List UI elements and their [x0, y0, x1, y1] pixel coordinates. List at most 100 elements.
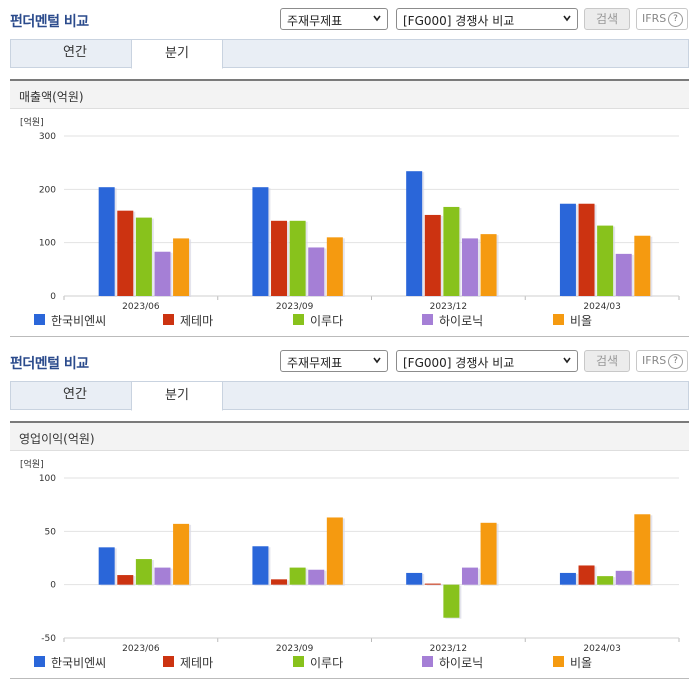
bar[interactable] [135, 217, 152, 296]
bar[interactable] [308, 247, 325, 296]
bar[interactable] [117, 210, 134, 296]
panel-header: 펀더멘털 비교 주재무제표 [FG000] 경쟁사 비교 검색 IFRS ? [0, 0, 696, 32]
legend-swatch [293, 656, 304, 667]
tab-quarterly[interactable]: 분기 [131, 381, 223, 411]
bar[interactable] [289, 220, 306, 296]
compare-select[interactable]: [FG000] 경쟁사 비교 [396, 8, 578, 30]
tab-annual[interactable]: 연간 [63, 45, 87, 60]
legend-label: 제테마 [180, 314, 214, 328]
chevron-down-icon [373, 357, 381, 364]
chevron-down-icon [563, 15, 571, 22]
bar[interactable] [135, 559, 152, 585]
bar-shadow [426, 584, 443, 586]
ifrs-button[interactable]: IFRS ? [636, 8, 688, 30]
y-tick-label: 300 [39, 132, 56, 142]
x-tick-label: 2023/09 [276, 644, 314, 652]
chart-heading: 매출액(억원) [19, 90, 84, 104]
chart-legend: 한국비엔씨 제테마 이루다 하이로닉 비올 [0, 654, 696, 674]
bar[interactable] [173, 523, 190, 585]
bar[interactable] [461, 567, 478, 585]
statement-select[interactable]: 주재무제표 [280, 350, 388, 372]
panel-title: 펀더멘털 비교 [10, 356, 89, 372]
x-tick-label: 2023/12 [430, 644, 467, 652]
y-tick-label: 100 [39, 239, 56, 249]
statement-select[interactable]: 주재무제표 [280, 8, 388, 30]
legend-swatch [34, 656, 45, 667]
bar[interactable] [559, 203, 576, 296]
bar[interactable] [480, 522, 497, 585]
ifrs-button[interactable]: IFRS ? [636, 350, 688, 372]
panel-divider [10, 336, 689, 337]
bar[interactable] [424, 214, 441, 296]
period-tabs: 연간 분기 [10, 381, 689, 411]
bar[interactable] [615, 570, 632, 585]
bar[interactable] [326, 517, 343, 585]
bar[interactable] [597, 576, 614, 585]
legend-swatch [422, 656, 433, 667]
bar[interactable] [98, 547, 115, 585]
bar[interactable] [559, 572, 576, 585]
help-icon[interactable]: ? [668, 354, 683, 369]
bar[interactable] [443, 206, 460, 296]
legend-label: 비올 [570, 656, 593, 670]
compare-select[interactable]: [FG000] 경쟁사 비교 [396, 350, 578, 372]
bar[interactable] [634, 235, 651, 296]
bar[interactable] [480, 234, 497, 296]
bar[interactable] [308, 569, 325, 585]
y-tick-label: 0 [50, 581, 56, 591]
chevron-down-icon [373, 15, 381, 22]
bar[interactable] [289, 567, 306, 585]
legend-label: 한국비엔씨 [51, 314, 107, 328]
x-tick-label: 2023/06 [122, 302, 160, 310]
bar[interactable] [634, 514, 651, 585]
bar[interactable] [271, 220, 288, 296]
bar[interactable] [173, 238, 190, 296]
bar[interactable] [461, 238, 478, 296]
search-button[interactable]: 검색 [584, 8, 630, 30]
bar[interactable] [252, 546, 269, 585]
bar[interactable] [98, 187, 115, 296]
y-tick-label: 50 [45, 527, 57, 537]
chart-legend: 한국비엔씨 제테마 이루다 하이로닉 비올 [0, 312, 696, 332]
bar[interactable] [406, 572, 423, 585]
legend-label: 하이로닉 [439, 656, 484, 670]
legend-label: 이루다 [310, 314, 344, 328]
chart-heading-bar: 영업이익(억원) [10, 421, 689, 451]
statement-select-value: 주재무제표 [287, 14, 343, 28]
bar[interactable] [615, 253, 632, 296]
sales-bar-chart: [억원] 0 100 200 300 2023/06 2023/09 2023/12 2024/… [20, 116, 680, 310]
bar[interactable] [326, 237, 343, 296]
legend-label: 제테마 [180, 656, 214, 670]
y-tick-label: -50 [41, 634, 56, 644]
help-icon[interactable]: ? [668, 12, 683, 27]
legend-swatch [553, 314, 564, 325]
chart-heading: 영업이익(억원) [19, 432, 95, 446]
bar[interactable] [117, 575, 134, 585]
bar[interactable] [578, 203, 595, 296]
bar[interactable] [271, 579, 288, 585]
legend-swatch [553, 656, 564, 667]
legend-swatch [163, 314, 174, 325]
search-button[interactable]: 검색 [584, 350, 630, 372]
compare-select-value: [FG000] 경쟁사 비교 [403, 14, 515, 28]
bar[interactable] [597, 225, 614, 296]
bar[interactable] [154, 567, 171, 585]
fundamental-panel-operating-profit: 펀더멘털 비교 주재무제표 [FG000] 경쟁사 비교 검색 IFRS ? 연… [0, 342, 696, 684]
bar[interactable] [154, 251, 171, 296]
panel-title: 펀더멘털 비교 [10, 14, 89, 30]
tab-annual[interactable]: 연간 [63, 387, 87, 402]
bar[interactable] [406, 171, 423, 296]
x-tick-label: 2023/06 [122, 644, 160, 652]
panel-header: 펀더멘털 비교 주재무제표 [FG000] 경쟁사 비교 검색 IFRS ? [0, 342, 696, 374]
bar[interactable] [252, 187, 269, 296]
bar[interactable] [578, 565, 595, 585]
legend-label: 비올 [570, 314, 593, 328]
operating-profit-bar-chart: [억원] -50 0 50 100 2023/06 2023/09 2023/12 2024/0… [20, 458, 680, 652]
tab-quarterly[interactable]: 분기 [131, 39, 223, 69]
bar[interactable] [424, 583, 441, 585]
legend-label: 한국비엔씨 [51, 656, 107, 670]
legend-label: 이루다 [310, 656, 344, 670]
x-tick-label: 2024/03 [583, 644, 620, 652]
bar[interactable] [443, 584, 460, 618]
y-tick-label: 100 [39, 474, 56, 484]
